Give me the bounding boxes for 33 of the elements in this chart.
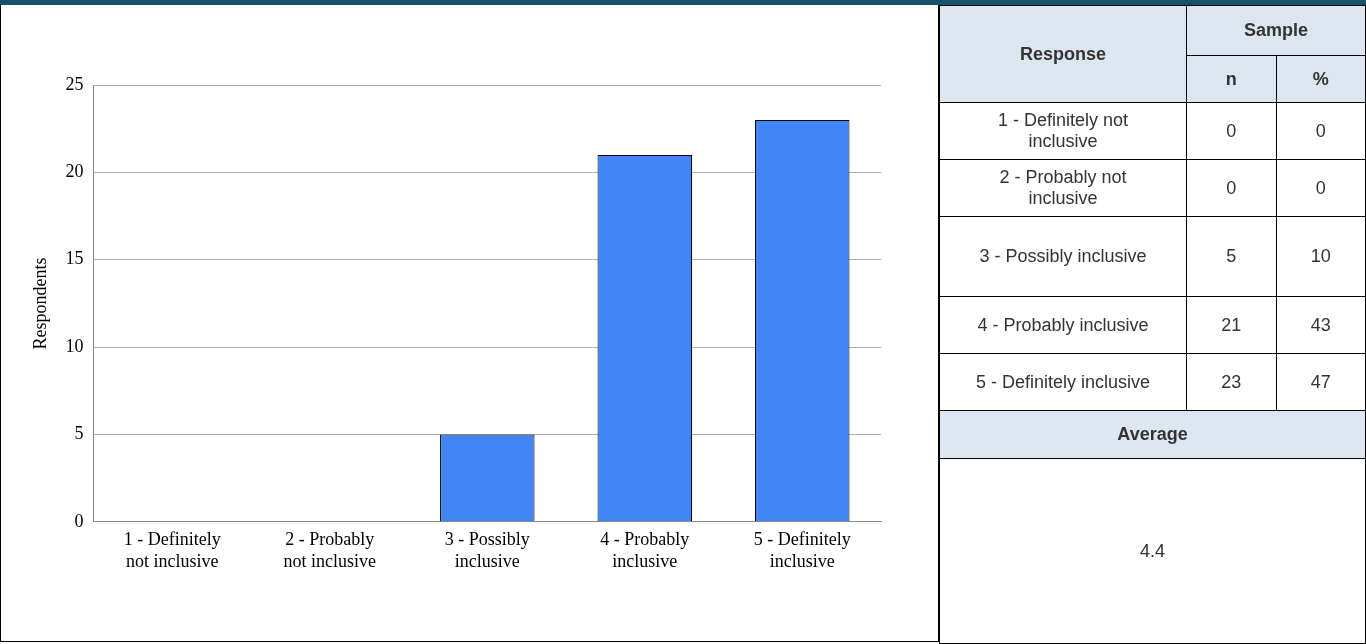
text: % bbox=[1276, 55, 1366, 103]
x-tick-label: 4 - Probably inclusive bbox=[600, 529, 690, 571]
x-tick-label: 1 - Definitely not inclusive bbox=[123, 529, 221, 571]
category-label: 5 - Definitely inclusive bbox=[939, 353, 1187, 411]
data-label: 0 bbox=[1186, 159, 1277, 217]
x-tick-label: 2 - Probably not inclusive bbox=[283, 529, 377, 571]
data-label: 5 bbox=[1186, 216, 1277, 297]
y-axis-title: Respondents bbox=[29, 257, 50, 350]
data-label: 10 bbox=[1276, 216, 1366, 297]
data-label: 21 bbox=[1186, 296, 1277, 354]
data-label: 0 bbox=[1276, 159, 1366, 217]
data-label: 0 bbox=[1186, 102, 1277, 160]
x-tick-label: 3 - Possibly inclusive bbox=[444, 529, 530, 571]
category-label: 4 - Probably inclusive bbox=[939, 296, 1187, 354]
y-tick-label: 5 bbox=[74, 423, 84, 444]
y-tick-label: 15 bbox=[65, 248, 84, 269]
category-label: 1 - Definitely not inclusive bbox=[939, 102, 1187, 160]
data-label: 0 bbox=[1276, 102, 1366, 160]
y-tick-label: 20 bbox=[65, 161, 84, 182]
data-label: 23 bbox=[1186, 353, 1277, 411]
x-tick-label: 5 - Definitely inclusive bbox=[753, 529, 851, 571]
text: Response bbox=[939, 5, 1187, 103]
y-tick-label: 0 bbox=[74, 510, 84, 531]
data-label: 47 bbox=[1276, 353, 1366, 411]
text: Average bbox=[939, 410, 1366, 459]
data-label: 43 bbox=[1276, 296, 1366, 354]
category-label: 3 - Possibly inclusive bbox=[939, 216, 1187, 297]
category-label: 2 - Probably not inclusive bbox=[939, 159, 1187, 217]
text: n bbox=[1186, 55, 1277, 103]
text: 4.4 bbox=[939, 458, 1366, 644]
y-tick-label: 10 bbox=[65, 335, 84, 356]
text: Sample bbox=[1186, 5, 1366, 56]
y-tick-label: 25 bbox=[65, 73, 84, 94]
